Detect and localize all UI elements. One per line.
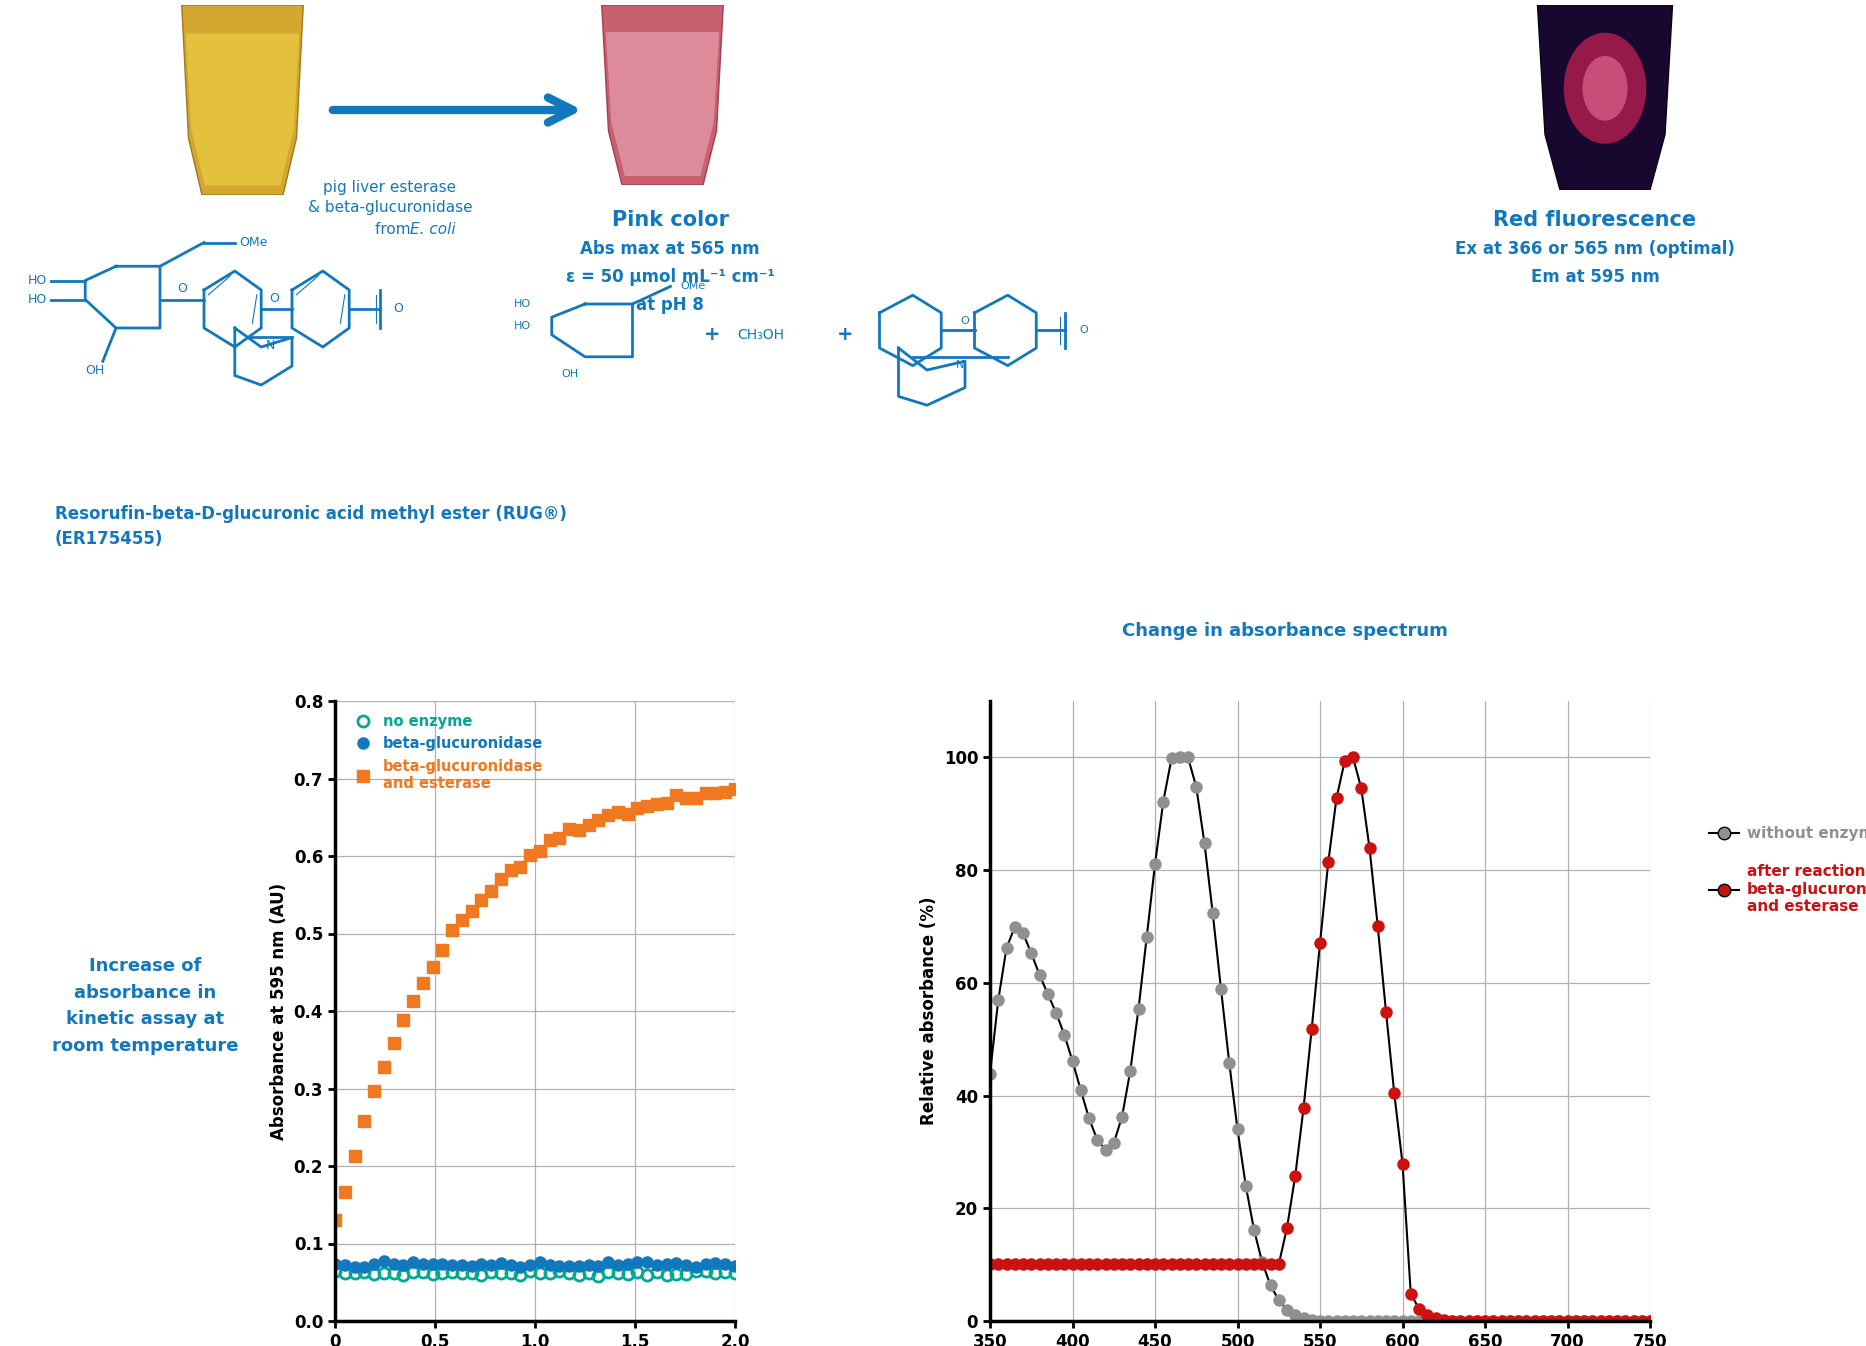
Text: HO: HO xyxy=(513,320,530,331)
Y-axis label: Absorbance at 595 nm (AU): Absorbance at 595 nm (AU) xyxy=(271,883,287,1140)
Text: Red fluorescence: Red fluorescence xyxy=(1493,210,1696,230)
Text: (ER175455): (ER175455) xyxy=(54,530,164,548)
Polygon shape xyxy=(181,5,304,195)
Text: OMe: OMe xyxy=(239,236,267,249)
Text: O: O xyxy=(1079,326,1088,335)
Text: OMe: OMe xyxy=(679,281,705,291)
Text: & beta-glucuronidase: & beta-glucuronidase xyxy=(308,201,472,215)
Text: +: + xyxy=(836,326,853,345)
Text: OH: OH xyxy=(562,369,578,380)
Ellipse shape xyxy=(1582,57,1627,121)
Text: Resorufin-beta-D-glucuronic acid methyl ester (RUG®): Resorufin-beta-D-glucuronic acid methyl … xyxy=(54,505,567,524)
Text: O: O xyxy=(394,303,403,315)
Polygon shape xyxy=(601,5,724,184)
Text: CH₃OH: CH₃OH xyxy=(737,328,784,342)
Ellipse shape xyxy=(1564,32,1646,144)
Polygon shape xyxy=(187,34,299,186)
Text: OH: OH xyxy=(86,365,104,377)
Text: Abs max at 565 nm
ε = 50 μmol mL⁻¹ cm⁻¹
at pH 8: Abs max at 565 nm ε = 50 μmol mL⁻¹ cm⁻¹ … xyxy=(565,240,774,314)
Text: HO: HO xyxy=(28,293,47,306)
Text: O: O xyxy=(961,316,968,326)
Text: HO: HO xyxy=(513,299,530,310)
Text: Increase of
absorbance in
kinetic assay at
room temperature: Increase of absorbance in kinetic assay … xyxy=(52,957,239,1055)
Text: N: N xyxy=(265,339,274,353)
Text: O: O xyxy=(269,292,280,306)
Text: Ex at 366 or 565 nm (optimal)
Em at 595 nm: Ex at 366 or 565 nm (optimal) Em at 595 … xyxy=(1455,240,1735,285)
Legend: without enzyme, after reaction with
beta-glucuronidase
and esterase: without enzyme, after reaction with beta… xyxy=(1704,820,1866,921)
Text: E. coli: E. coli xyxy=(411,222,455,237)
Polygon shape xyxy=(1538,5,1672,190)
Text: pig liver esterase: pig liver esterase xyxy=(323,180,457,195)
Text: +: + xyxy=(703,326,720,345)
Legend: no enzyme, beta-glucuronidase, beta-glucuronidase
and esterase: no enzyme, beta-glucuronidase, beta-gluc… xyxy=(341,708,549,797)
Y-axis label: Relative absorbance (%): Relative absorbance (%) xyxy=(920,896,939,1125)
Text: Change in absorbance spectrum: Change in absorbance spectrum xyxy=(1121,622,1448,639)
Polygon shape xyxy=(606,32,718,176)
Text: N: N xyxy=(955,359,965,370)
Text: from: from xyxy=(375,222,416,237)
Text: O: O xyxy=(177,283,187,295)
Text: Pink color: Pink color xyxy=(612,210,728,230)
Text: HO: HO xyxy=(28,275,47,287)
